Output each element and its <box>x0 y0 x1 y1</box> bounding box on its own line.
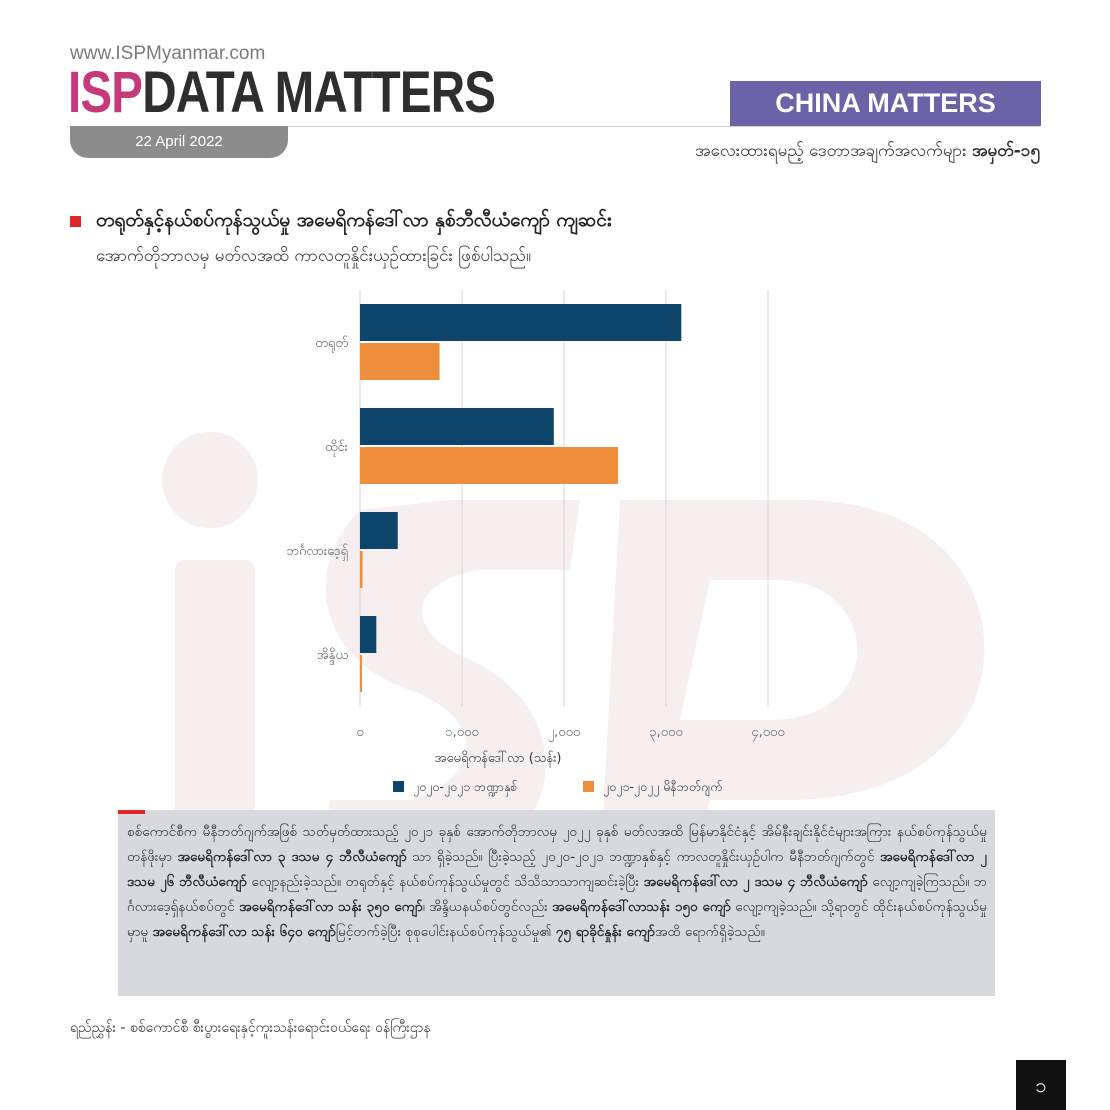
x-axis-title: အမေရိကန်ဒေါ်လာ (သန်း) <box>435 750 562 768</box>
bar-2 <box>360 343 440 380</box>
chart-title: တရုတ်နှင့်နယ်စပ်ကုန်သွယ်မှု အမေရိကန်ဒေါ်… <box>96 209 612 231</box>
category-label: ထိုင်း <box>325 439 348 457</box>
x-tick-label: ၄,၀၀၀ <box>751 725 784 742</box>
isp-watermark <box>162 432 985 870</box>
note-highlight: အမေရိကန်ဒေါ်လာသန်း ၁၅၀ ကျော် <box>552 899 731 915</box>
brand-data-matters: DATA MATTERS <box>142 60 496 125</box>
note-highlight: ၇၅ ရာခိုင်နှုန်း ကျော် <box>555 924 655 940</box>
website-url: www.ISPMyanmar.com <box>70 43 266 64</box>
note-highlight: အမေရိကန်ဒေါ်လာ ၃ ဒသမ ၄ ဘီလီယံကျော် <box>177 849 407 865</box>
bar-chart: ၀ ၁,၀၀၀ ၂,၀၀၀ ၃,၀၀၀ ၄,၀၀၀ တရုတ်ထိုင်းဘင်္ဂလား… <box>286 290 785 797</box>
legend-label: ၂၀၂၀-၂၀၂၁ ဘဏ္ဍာနှစ် <box>413 779 518 797</box>
x-tick-label: ၃,၀၀၀ <box>649 725 682 742</box>
category-label: ဘင်္ဂလားဒေ့ရှ် <box>286 543 348 561</box>
note-text-part: စစ်ကောင်စီက မီနီဘတ်ဂျက်အဖြစ် သတ်မှတ်ထားသ… <box>127 824 987 865</box>
note-text-part: လျော့ကျခဲ့သည်။ သို့ရာတွင် ထိုင်းနယ်စပ်ကု… <box>127 899 987 940</box>
legend-swatch <box>583 781 594 792</box>
bar-1 <box>360 408 554 445</box>
legend-label: ၂၀၂၁-၂၀၂၂ မိနီဘတ်ဂျက် <box>603 779 723 797</box>
page-number: ၁ <box>1016 1060 1066 1110</box>
category-label: တရုတ် <box>315 335 348 353</box>
note-highlight: အမေရိကန်ဒေါ်လာ သန်း ၆၄၀ ကျော် <box>152 924 336 940</box>
date-badge: 22 April 2022 <box>70 126 288 158</box>
bar-2 <box>360 447 619 484</box>
note-text-part: အထိ ရောက်ရှိခဲ့သည်။ <box>654 924 765 940</box>
header-divider <box>70 126 1040 127</box>
bar-1 <box>360 616 377 653</box>
note-text-part: ၊ အိန္ဒိယနယ်စပ်တွင်လည်း <box>422 899 553 915</box>
note-highlight: အမေရိကန်ဒေါ်လာ ၂ ဒသမ ၄ ဘီလီယံကျော် <box>643 874 868 890</box>
note-highlight: အမေရိကန်ဒေါ်လာ ၂ ဒသမ ၂၆ ဘီလီယံကျော် <box>127 849 987 890</box>
note-text-part: လျော့နည်းခဲ့သည်။ တရုတ်နှင့် နယ်စပ်ကုန်သွ… <box>246 874 644 890</box>
title-bullet-icon <box>70 216 81 227</box>
bar-2 <box>360 655 362 692</box>
bar-1 <box>360 304 682 341</box>
note-text-part: မြင့်တက်ခဲ့ပြီး စုစုပေါင်းနယ်စပ်ကုန်သွယ်… <box>335 924 556 940</box>
note-text: စစ်ကောင်စီက မီနီဘတ်ဂျက်အဖြစ် သတ်မှတ်ထားသ… <box>118 820 996 945</box>
note-text-part: သာ ရှိခဲ့သည်။ ပြီးခဲ့သည့် ၂၀၂၀-၂၀၂၁ ဘဏ္ဍ… <box>406 849 881 865</box>
issue-label: အလေးထားရမည့် ဒေတာအချက်အလက်များ အမှတ်-၁၅ <box>695 140 1040 165</box>
legend-swatch <box>393 781 404 792</box>
brand-logo: ISPDATA MATTERS <box>68 60 496 126</box>
section-banner: CHINA MATTERS <box>730 81 1041 126</box>
issue-prefix: အလေးထားရမည့် ဒေတာအချက်အလက်များ <box>695 141 972 161</box>
category-label: အိန္ဒိယ <box>317 647 348 665</box>
note-text-part: လျော့ကျခဲ့ကြသည်။ ဘင်္ဂလားဒေ့ရှ်နယ်စပ်တွင… <box>127 874 987 915</box>
x-tick-label: ၁,၀၀၀ <box>445 725 478 740</box>
note-highlight: အမေရိကန်ဒေါ်လာ သန်း ၃၅၀ ကျော် <box>239 899 423 915</box>
brand-isp: ISP <box>68 60 143 125</box>
note-box <box>118 810 995 996</box>
x-tick-label: ၀ <box>356 725 363 740</box>
source-note: ရည်ညွှန်း - စစ်ကောင်စီ စီးပွားရေးနှင့်ကူ… <box>70 1020 431 1036</box>
issue-number: အမှတ်-၁၅ <box>971 141 1040 161</box>
chart-subtitle: အောက်တိုဘာလမှ မတ်လအထိ ကာလတူနှိုင်းယှဉ်ထာ… <box>96 246 532 266</box>
bar-2 <box>360 551 363 588</box>
bar-1 <box>360 512 398 549</box>
x-tick-label: ၂,၀၀၀ <box>548 725 580 742</box>
note-accent-bar <box>118 810 145 814</box>
